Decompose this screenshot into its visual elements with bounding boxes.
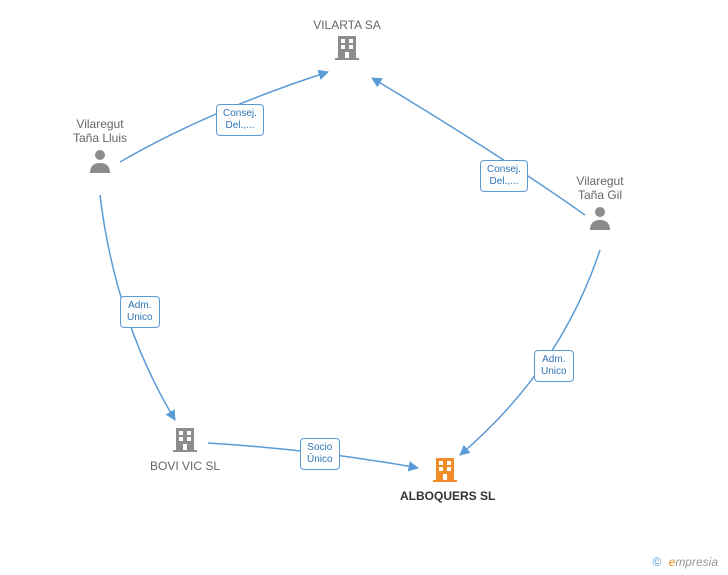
person-icon — [86, 146, 114, 177]
company-icon — [430, 454, 460, 487]
edge-label-gil-alboquers[interactable]: Adm. Unico — [534, 350, 574, 382]
edges-layer — [0, 0, 728, 575]
edge-label-lluis-vilarta[interactable]: Consej. Del.,... — [216, 104, 264, 136]
edge-gil-alboquers — [460, 250, 600, 455]
node-label: VILARTA SA — [302, 18, 392, 32]
node-label: BOVI VIC SL — [140, 459, 230, 473]
company-icon — [170, 424, 200, 457]
edge-label-lluis-bovivic[interactable]: Adm. Unico — [120, 296, 160, 328]
edge-label-bovivic-alboquers[interactable]: Socio Único — [300, 438, 340, 470]
node-lluis[interactable]: Vilaregut Taña Lluis — [55, 117, 145, 179]
company-icon — [332, 32, 362, 65]
person-icon — [586, 203, 614, 234]
brand-name: mpresia — [675, 555, 718, 569]
node-bovivic[interactable]: BOVI VIC SL — [140, 424, 230, 473]
footer-credit: © empresia — [652, 555, 718, 569]
node-label: Vilaregut Taña Lluis — [55, 117, 145, 146]
node-gil[interactable]: Vilaregut Taña Gil — [555, 174, 645, 236]
copyright-symbol: © — [652, 555, 661, 569]
edge-label-gil-vilarta[interactable]: Consej. Del.,... — [480, 160, 528, 192]
node-vilarta[interactable]: VILARTA SA — [302, 18, 392, 67]
edge-gil-vilarta — [372, 78, 585, 215]
node-label: Vilaregut Taña Gil — [555, 174, 645, 203]
node-label: ALBOQUERS SL — [400, 489, 490, 503]
node-alboquers[interactable]: ALBOQUERS SL — [400, 454, 490, 503]
